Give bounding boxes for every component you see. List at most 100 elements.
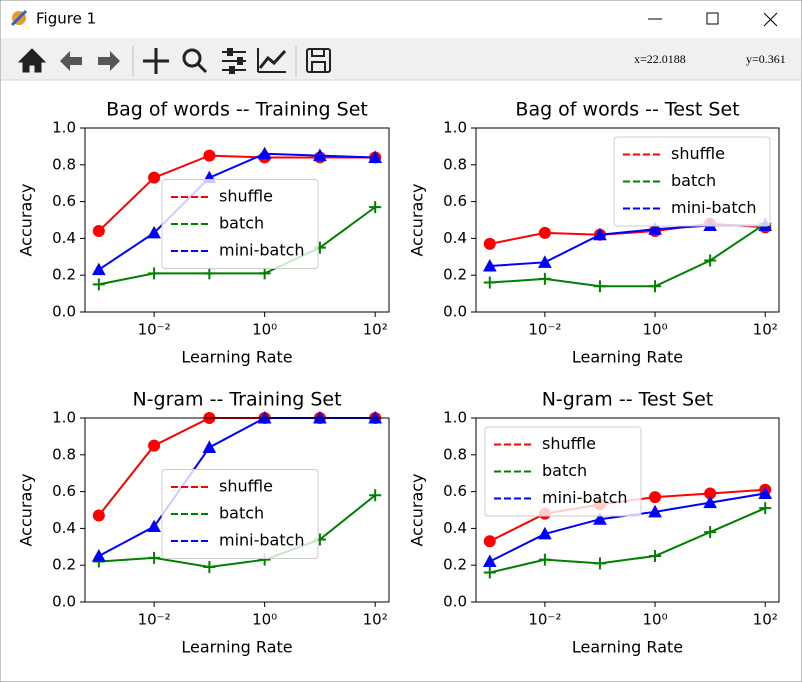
legend-label: batch bbox=[671, 171, 716, 190]
pan-button[interactable] bbox=[143, 48, 169, 74]
save-button[interactable] bbox=[306, 48, 331, 73]
y-tick-label: 0.8 bbox=[443, 445, 467, 463]
x-tick-label: 10² bbox=[363, 611, 388, 629]
chart-title: N-gram -- Test Set bbox=[542, 389, 714, 411]
y-tick-label: 0.0 bbox=[443, 303, 467, 321]
y-tick-label: 0.6 bbox=[443, 482, 467, 500]
x-tick-label: 10⁻² bbox=[138, 321, 171, 339]
y-axis-label: Accuracy bbox=[17, 473, 36, 546]
y-tick-label: 0.8 bbox=[52, 155, 76, 173]
axes-frame bbox=[475, 127, 780, 313]
series-line bbox=[98, 152, 376, 271]
legend-label: mini-batch bbox=[219, 531, 305, 550]
x-tick-label: 10² bbox=[753, 321, 778, 339]
marker bbox=[593, 227, 607, 241]
marker bbox=[148, 439, 161, 452]
marker bbox=[758, 486, 773, 499]
window-title: Figure 1 bbox=[36, 10, 96, 28]
x-tick-label: 10² bbox=[753, 611, 778, 629]
marker bbox=[369, 201, 382, 214]
marker bbox=[649, 280, 662, 293]
x-tick-label: 10⁻² bbox=[528, 611, 561, 629]
maximize-button[interactable] bbox=[706, 12, 719, 25]
marker bbox=[704, 254, 717, 267]
chart-title: Bag of words -- Test Set bbox=[515, 99, 739, 121]
chart-title: Bag of words -- Training Set bbox=[106, 99, 368, 121]
y-tick-label: 0.0 bbox=[443, 593, 467, 611]
legend-label: shuffle bbox=[542, 434, 596, 453]
legend-label: mini-batch bbox=[671, 198, 757, 217]
close-button[interactable] bbox=[763, 12, 778, 27]
y-tick-label: 0.4 bbox=[443, 229, 467, 247]
title-bar bbox=[1, 1, 801, 38]
legend-label: batch bbox=[542, 461, 587, 480]
y-tick-label: 0.6 bbox=[443, 192, 467, 210]
y-tick-label: 0.0 bbox=[52, 303, 76, 321]
x-tick-label: 10⁻² bbox=[138, 611, 171, 629]
series-line bbox=[98, 154, 376, 232]
legend-label: shuffle bbox=[219, 187, 273, 206]
series-line bbox=[489, 507, 766, 574]
marker bbox=[91, 262, 106, 276]
marker bbox=[759, 502, 772, 515]
marker bbox=[203, 267, 216, 280]
marker bbox=[91, 548, 106, 562]
marker bbox=[482, 554, 497, 568]
x-axis-label: Learning Rate bbox=[181, 638, 292, 657]
cursor-y: y=0.361 bbox=[746, 52, 786, 66]
legend-label: mini-batch bbox=[542, 488, 628, 507]
x-tick-label: 10⁰ bbox=[642, 321, 667, 339]
x-tick-label: 10⁰ bbox=[252, 611, 277, 629]
home-button[interactable] bbox=[17, 48, 47, 73]
x-tick-label: 10⁰ bbox=[642, 611, 667, 629]
back-button[interactable] bbox=[60, 51, 82, 71]
marker bbox=[203, 561, 216, 574]
marker bbox=[704, 526, 717, 539]
axes-frame bbox=[84, 127, 390, 313]
marker bbox=[593, 557, 606, 570]
legend-box bbox=[613, 136, 771, 227]
marker bbox=[483, 566, 496, 579]
app-icon bbox=[10, 9, 28, 27]
marker bbox=[147, 519, 161, 533]
zoom-button[interactable] bbox=[182, 48, 208, 74]
legend-box bbox=[161, 469, 319, 559]
marker bbox=[483, 535, 496, 548]
marker bbox=[92, 225, 105, 238]
legend-label: batch bbox=[219, 504, 264, 523]
legend-label: mini-batch bbox=[219, 241, 305, 260]
marker bbox=[257, 146, 272, 160]
y-axis-label: Accuracy bbox=[408, 473, 427, 546]
y-tick-label: 1.0 bbox=[52, 119, 76, 137]
marker bbox=[703, 495, 717, 509]
y-tick-label: 1.0 bbox=[52, 409, 76, 427]
y-tick-label: 0.6 bbox=[52, 192, 76, 210]
y-tick-label: 0.8 bbox=[443, 155, 467, 173]
marker bbox=[538, 272, 551, 285]
marker bbox=[593, 512, 607, 525]
x-axis-label: Learning Rate bbox=[572, 348, 683, 367]
marker bbox=[369, 489, 382, 502]
axes-frame bbox=[475, 417, 780, 603]
x-tick-label: 10⁻² bbox=[528, 321, 561, 339]
marker bbox=[258, 267, 271, 280]
marker bbox=[538, 226, 551, 239]
y-tick-label: 0.4 bbox=[443, 519, 467, 537]
series-line bbox=[98, 494, 376, 569]
y-tick-label: 0.4 bbox=[52, 229, 76, 247]
marker bbox=[538, 255, 552, 268]
x-axis-label: Learning Rate bbox=[181, 348, 292, 367]
y-tick-label: 0.8 bbox=[52, 445, 76, 463]
marker bbox=[147, 225, 161, 239]
x-tick-label: 10² bbox=[363, 321, 388, 339]
marker bbox=[148, 267, 161, 280]
marker bbox=[538, 526, 552, 540]
edit-button[interactable] bbox=[257, 48, 287, 73]
configure-button[interactable] bbox=[222, 48, 246, 74]
marker bbox=[648, 222, 662, 235]
legend-box bbox=[161, 179, 319, 269]
y-axis-label: Accuracy bbox=[408, 183, 427, 256]
forward-button[interactable] bbox=[98, 51, 120, 71]
